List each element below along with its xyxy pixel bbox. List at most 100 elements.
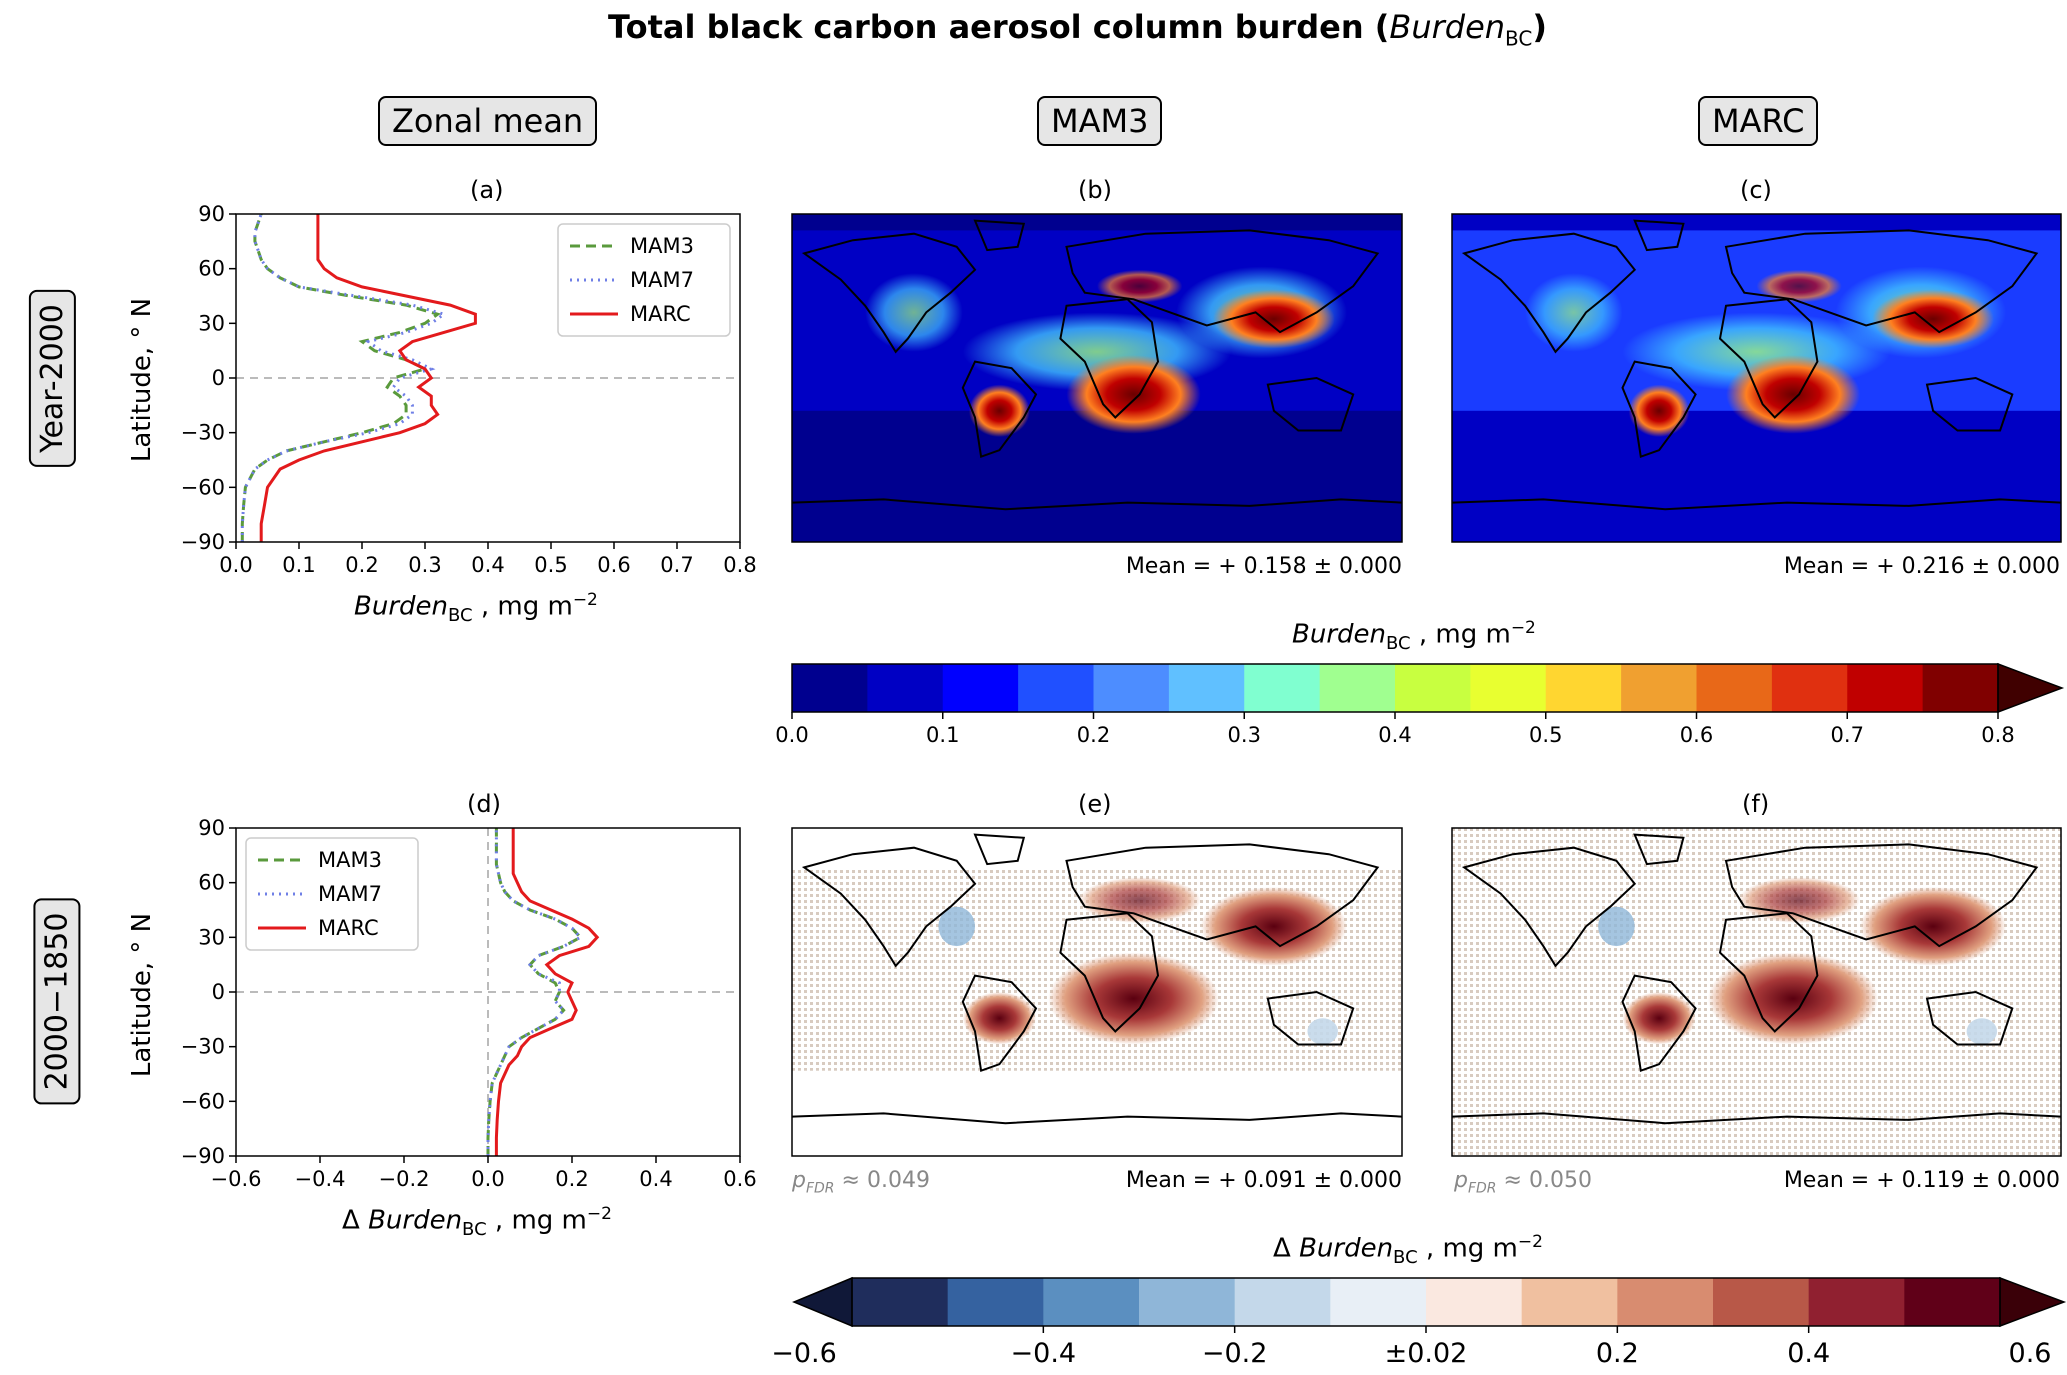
colorbar-segment xyxy=(947,1278,1044,1326)
y-tick-label: 0 xyxy=(212,366,225,390)
legend: MAM3 MAM7 MARC xyxy=(557,223,731,337)
legend-label-mam3: MAM3 xyxy=(630,234,694,258)
map-negative-patch xyxy=(938,906,975,947)
legend-box xyxy=(245,837,419,951)
y-tick-label: 60 xyxy=(198,871,225,895)
colorbar-segment xyxy=(867,664,944,712)
colorbar-segment xyxy=(852,1278,949,1326)
colorbar-tick-label: 0.8 xyxy=(1981,723,2014,747)
colorbar-tick-label: 0.5 xyxy=(1529,723,1562,747)
map-hotspot-europe xyxy=(1756,269,1842,303)
coastline xyxy=(1724,229,2039,334)
colorbar-segment xyxy=(1808,1278,1905,1326)
legend-label-mam7: MAM7 xyxy=(630,268,694,292)
map-panel-f xyxy=(1451,827,2062,1157)
y-tick-label: −30 xyxy=(181,421,225,445)
map-plume xyxy=(865,273,963,352)
map-hotspot-africa xyxy=(1048,952,1219,1045)
colorbar-segment xyxy=(1696,664,1773,712)
coastline xyxy=(1621,360,1697,459)
x-tick-label: 0.5 xyxy=(534,553,567,577)
coastline xyxy=(973,219,1026,252)
panel-label-a: (a) xyxy=(470,176,504,204)
column-header-marc: MARC xyxy=(1698,96,1819,146)
colorbar-extend-max xyxy=(1997,662,2065,714)
series-line-mam3 xyxy=(486,828,583,1156)
coastline xyxy=(1452,1112,2061,1125)
pfdr-e: pFDR ≈ 0.049 xyxy=(792,1168,930,1197)
series-line-marc xyxy=(494,828,600,1156)
coastline xyxy=(1065,843,1380,948)
colorbar-segment xyxy=(1395,664,1471,712)
colorbar-extend-min xyxy=(792,1276,853,1328)
x-tick-label: 0.0 xyxy=(471,1167,504,1191)
map-hotspot-asia xyxy=(1200,887,1348,966)
map-frame xyxy=(1451,827,2062,1157)
map-negative-patch xyxy=(1307,1018,1338,1045)
map-hotspot-asia xyxy=(1212,289,1335,349)
colorbar-segment xyxy=(942,664,1019,712)
colorbar-tick-label: 0.4 xyxy=(1787,1338,1830,1369)
colorbar-label-delta-burden: Δ BurdenBC , mg m−2 xyxy=(1273,1232,1543,1268)
panel-label-c: (c) xyxy=(1740,176,1772,204)
map-hotspot-asia xyxy=(1860,887,2007,966)
row-header-year-2000: Year-2000 xyxy=(28,290,76,467)
coastline xyxy=(1452,498,2061,511)
coastline xyxy=(1059,298,1160,419)
map-hotspot-africa xyxy=(1726,355,1861,434)
series-line-marc xyxy=(259,214,477,542)
map-field xyxy=(1452,214,2061,542)
map-hotspot-europe xyxy=(1078,877,1201,924)
column-header-mam3: MAM3 xyxy=(1037,96,1163,146)
colorbar-segment xyxy=(1847,664,1924,712)
xlabel-d: Δ BurdenBC , mg m−2 xyxy=(342,1204,612,1240)
x-tick-label: 0.7 xyxy=(660,553,693,577)
colorbar-tick-label: ±0.02 xyxy=(1385,1338,1468,1369)
colorbar-segment xyxy=(1545,664,1622,712)
colorbar-delta-burden: −0.6 −0.4 −0.2 ±0.02 0.2 0.4 0.6 xyxy=(771,1276,2067,1369)
map-frame xyxy=(1451,213,2062,543)
zonal-chart-a: 0.0 0.1 0.2 0.3 0.4 0.5 0.6 0.7 0.8 −90 −60 −30 0 30 6… xyxy=(181,202,757,577)
mean-e: Mean = + 0.091 ± 0.000 xyxy=(1125,1168,1402,1193)
legend-label-marc: MARC xyxy=(318,916,379,940)
map-negative-patch xyxy=(1966,1018,1998,1045)
colorbar-tick-label: 0.1 xyxy=(926,723,959,747)
colorbar-segment xyxy=(1168,664,1245,712)
coastline xyxy=(792,498,1402,511)
panel-label-d: (d) xyxy=(467,790,501,818)
coastline xyxy=(801,846,977,968)
colorbar-extend-max xyxy=(1999,1276,2067,1328)
coastline xyxy=(1065,229,1380,334)
colorbar-segment xyxy=(1617,1278,1714,1326)
coastline xyxy=(1925,990,2014,1046)
colorbar-tick-label: 0.4 xyxy=(1378,723,1411,747)
map-field xyxy=(1452,828,2061,1156)
x-tick-label: 0.1 xyxy=(282,553,315,577)
y-tick-label: −60 xyxy=(181,1089,225,1113)
map-hotspot-africa xyxy=(1707,952,1879,1045)
map-panel-c xyxy=(1451,213,2062,543)
coastline xyxy=(792,1112,1402,1125)
map-field xyxy=(792,828,1402,1156)
legend-label-marc: MARC xyxy=(630,302,691,326)
ylabel-a: Latitude, ° N xyxy=(127,297,158,463)
colorbar-segment xyxy=(1904,1278,2001,1326)
figure-title: Total black carbon aerosol column burden… xyxy=(608,8,1548,51)
colorbar-tick-label: −0.2 xyxy=(1202,1338,1268,1369)
map-field xyxy=(792,214,1402,542)
colorbar-segment xyxy=(792,664,868,712)
y-tick-label: 30 xyxy=(198,311,225,335)
row-header-difference: 2000−1850 xyxy=(33,898,81,1105)
map-panel-b xyxy=(791,213,1403,543)
colorbar-segment xyxy=(1771,664,1848,712)
legend-box xyxy=(557,223,731,337)
colorbar-segment xyxy=(1330,1278,1427,1326)
legend: MAM3 MAM7 MARC xyxy=(245,837,419,951)
coastline xyxy=(1461,232,1637,354)
colorbar-segment xyxy=(1621,664,1697,712)
column-header-zonal-mean: Zonal mean xyxy=(378,96,598,146)
y-tick-label: 0 xyxy=(212,980,225,1004)
y-tick-label: −90 xyxy=(181,530,225,554)
coastline xyxy=(1718,912,1819,1033)
